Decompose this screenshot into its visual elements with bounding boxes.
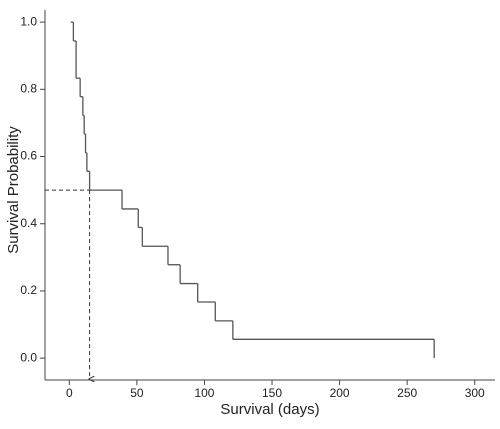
y-tick-label: 1.0 — [20, 14, 37, 28]
x-tick-label: 200 — [330, 386, 350, 400]
x-axis-title: Survival (days) — [220, 401, 319, 418]
y-tick-label: 0.0 — [20, 350, 37, 364]
x-tick-label: 300 — [465, 386, 485, 400]
x-tick-label: 0 — [66, 386, 73, 400]
y-tick-label: 0.2 — [20, 283, 37, 297]
x-tick-label: 50 — [130, 386, 144, 400]
y-tick-label: 0.6 — [20, 149, 37, 163]
y-tick-label: 0.4 — [20, 216, 37, 230]
x-tick-label: 100 — [194, 386, 214, 400]
y-tick-label: 0.8 — [20, 81, 37, 95]
y-axis-title: Survival Probability — [5, 126, 22, 254]
x-tick-label: 250 — [397, 386, 417, 400]
x-tick-label: 150 — [262, 386, 282, 400]
